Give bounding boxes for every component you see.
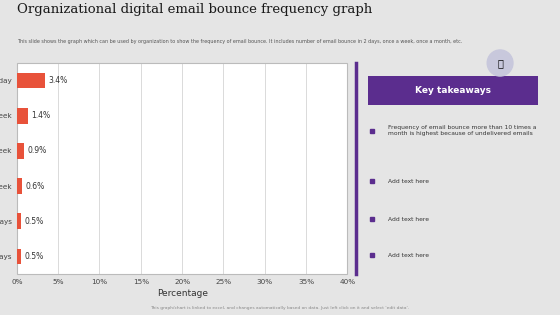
Text: This graph/chart is linked to excel, and changes automatically based on data. Ju: This graph/chart is linked to excel, and… xyxy=(151,306,409,310)
Text: Add text here: Add text here xyxy=(388,253,429,258)
Circle shape xyxy=(487,50,513,76)
Bar xyxy=(17,178,22,194)
Text: 0.6%: 0.6% xyxy=(25,182,44,191)
Bar xyxy=(17,108,29,124)
Text: 0.5%: 0.5% xyxy=(24,217,44,226)
X-axis label: Percentage: Percentage xyxy=(157,289,208,298)
Text: Key takeaways: Key takeaways xyxy=(415,86,491,95)
Text: 0.5%: 0.5% xyxy=(24,252,44,261)
Text: 🔍: 🔍 xyxy=(497,58,503,68)
Text: Add text here: Add text here xyxy=(388,179,429,184)
Text: Add text here: Add text here xyxy=(388,217,429,222)
Bar xyxy=(17,143,24,159)
FancyBboxPatch shape xyxy=(368,76,538,105)
Text: 3.4%: 3.4% xyxy=(48,76,67,85)
Text: Frequency of email bounce more than 10 times a
month is highest because of undel: Frequency of email bounce more than 10 t… xyxy=(388,125,536,136)
Bar xyxy=(17,72,45,89)
Bar xyxy=(17,249,21,265)
Text: Organizational digital email bounce frequency graph: Organizational digital email bounce freq… xyxy=(17,3,372,16)
Text: 1.4%: 1.4% xyxy=(32,111,51,120)
Text: 0.9%: 0.9% xyxy=(27,146,47,155)
Bar xyxy=(17,213,21,229)
Text: This slide shows the graph which can be used by organization to show the frequen: This slide shows the graph which can be … xyxy=(17,39,462,44)
